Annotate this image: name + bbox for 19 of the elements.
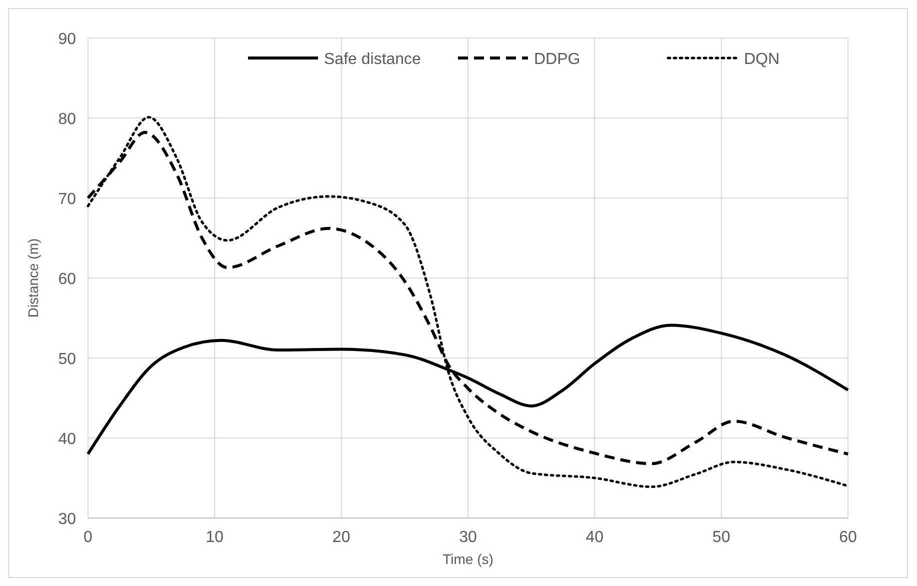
- x-axis-title: Time (s): [442, 551, 494, 567]
- y-tick-label: 30: [58, 511, 76, 528]
- x-tick-label: 10: [206, 529, 224, 546]
- y-tick-label: 60: [58, 271, 76, 288]
- legend-label: Safe distance: [324, 51, 422, 68]
- x-tick-label: 20: [332, 529, 350, 546]
- legend-label: DDPG: [534, 51, 580, 68]
- y-tick-label: 90: [58, 31, 76, 48]
- y-tick-label: 70: [58, 191, 76, 208]
- x-tick-label: 40: [586, 529, 604, 546]
- y-tick-label: 80: [58, 111, 76, 128]
- y-axis-title: Distance (m): [25, 238, 41, 318]
- x-tick-label: 0: [84, 529, 93, 546]
- y-tick-label: 50: [58, 351, 76, 368]
- x-tick-label: 60: [839, 529, 857, 546]
- x-tick-label: 30: [459, 529, 477, 546]
- y-tick-label: 40: [58, 431, 76, 448]
- x-tick-label: 50: [712, 529, 730, 546]
- legend-label: DQN: [744, 51, 780, 68]
